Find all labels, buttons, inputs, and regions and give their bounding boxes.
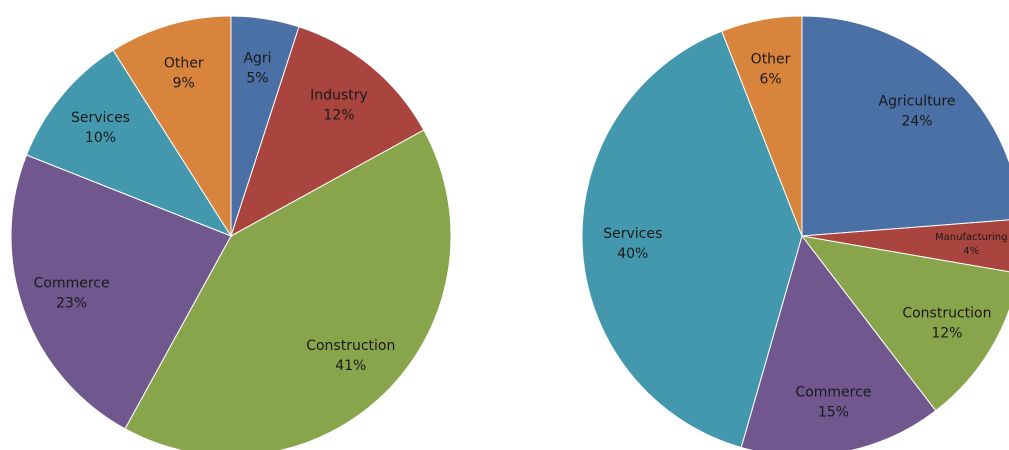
pie-slice (721, 15, 803, 237)
pie-slice (25, 49, 233, 238)
slice-label: Services (603, 226, 662, 242)
pie-slice (112, 15, 232, 238)
pie-slice (124, 129, 452, 450)
slice-value-label: 4% (963, 246, 979, 257)
slice-label: Services (71, 110, 130, 126)
slice-label: Commerce (795, 384, 871, 400)
slice-value-label: 24% (901, 114, 932, 130)
pie-slice (801, 219, 1009, 273)
slice-label: Commerce (34, 275, 110, 291)
slice-value-label: 15% (818, 404, 849, 420)
slice-label: Industry (310, 87, 368, 103)
pie-slice (740, 234, 937, 450)
slice-label: Manufacturing (935, 232, 1007, 243)
slice-value-label: 9% (173, 75, 195, 91)
slice-value-label: 6% (759, 72, 781, 88)
slice-label: Construction (306, 338, 395, 354)
slice-value-label: 10% (85, 130, 116, 146)
pie-slice (800, 235, 1009, 412)
pie-slice (10, 154, 232, 430)
slice-label: Construction (902, 306, 991, 322)
slice-value-label: 12% (323, 107, 354, 123)
slice-label: Agri (243, 51, 271, 67)
slice-value-label: 40% (617, 246, 648, 262)
slice-label: Other (164, 55, 204, 71)
pie-slice (230, 26, 425, 238)
slice-value-label: 5% (246, 71, 268, 87)
slice-label: Agriculture (879, 94, 956, 110)
pie-slice (801, 15, 1009, 237)
slice-value-label: 12% (931, 326, 962, 342)
slice-value-label: 23% (56, 295, 87, 311)
pie-slice (581, 30, 803, 449)
slice-value-label: 41% (335, 358, 366, 374)
slice-label: Other (751, 52, 791, 68)
